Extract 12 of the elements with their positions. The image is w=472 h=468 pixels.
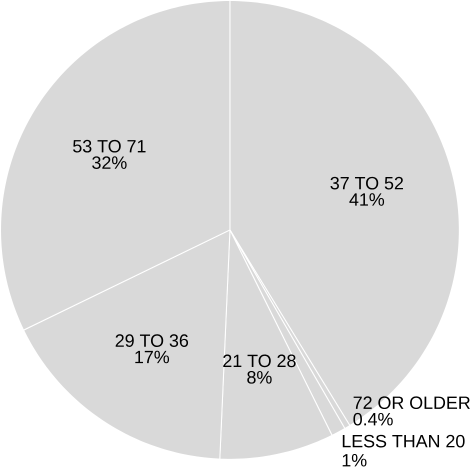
slice-label: 72 OR OLDER [354,396,470,410]
data-label: 32% [92,156,127,170]
data-label: 1% [342,454,366,467]
data-label: 17% [135,350,170,364]
slice-label: LESS THAN 20 [342,434,465,448]
data-label: 8% [247,371,272,384]
slice-label: 21 TO 28 [223,354,296,368]
data-label: 41% [349,193,384,206]
slice-label: 29 TO 36 [116,334,188,348]
slice-label: 53 TO 71 [73,140,146,153]
slice-label: 37 TO 52 [330,176,403,190]
data-label: 0.4% [353,412,393,426]
